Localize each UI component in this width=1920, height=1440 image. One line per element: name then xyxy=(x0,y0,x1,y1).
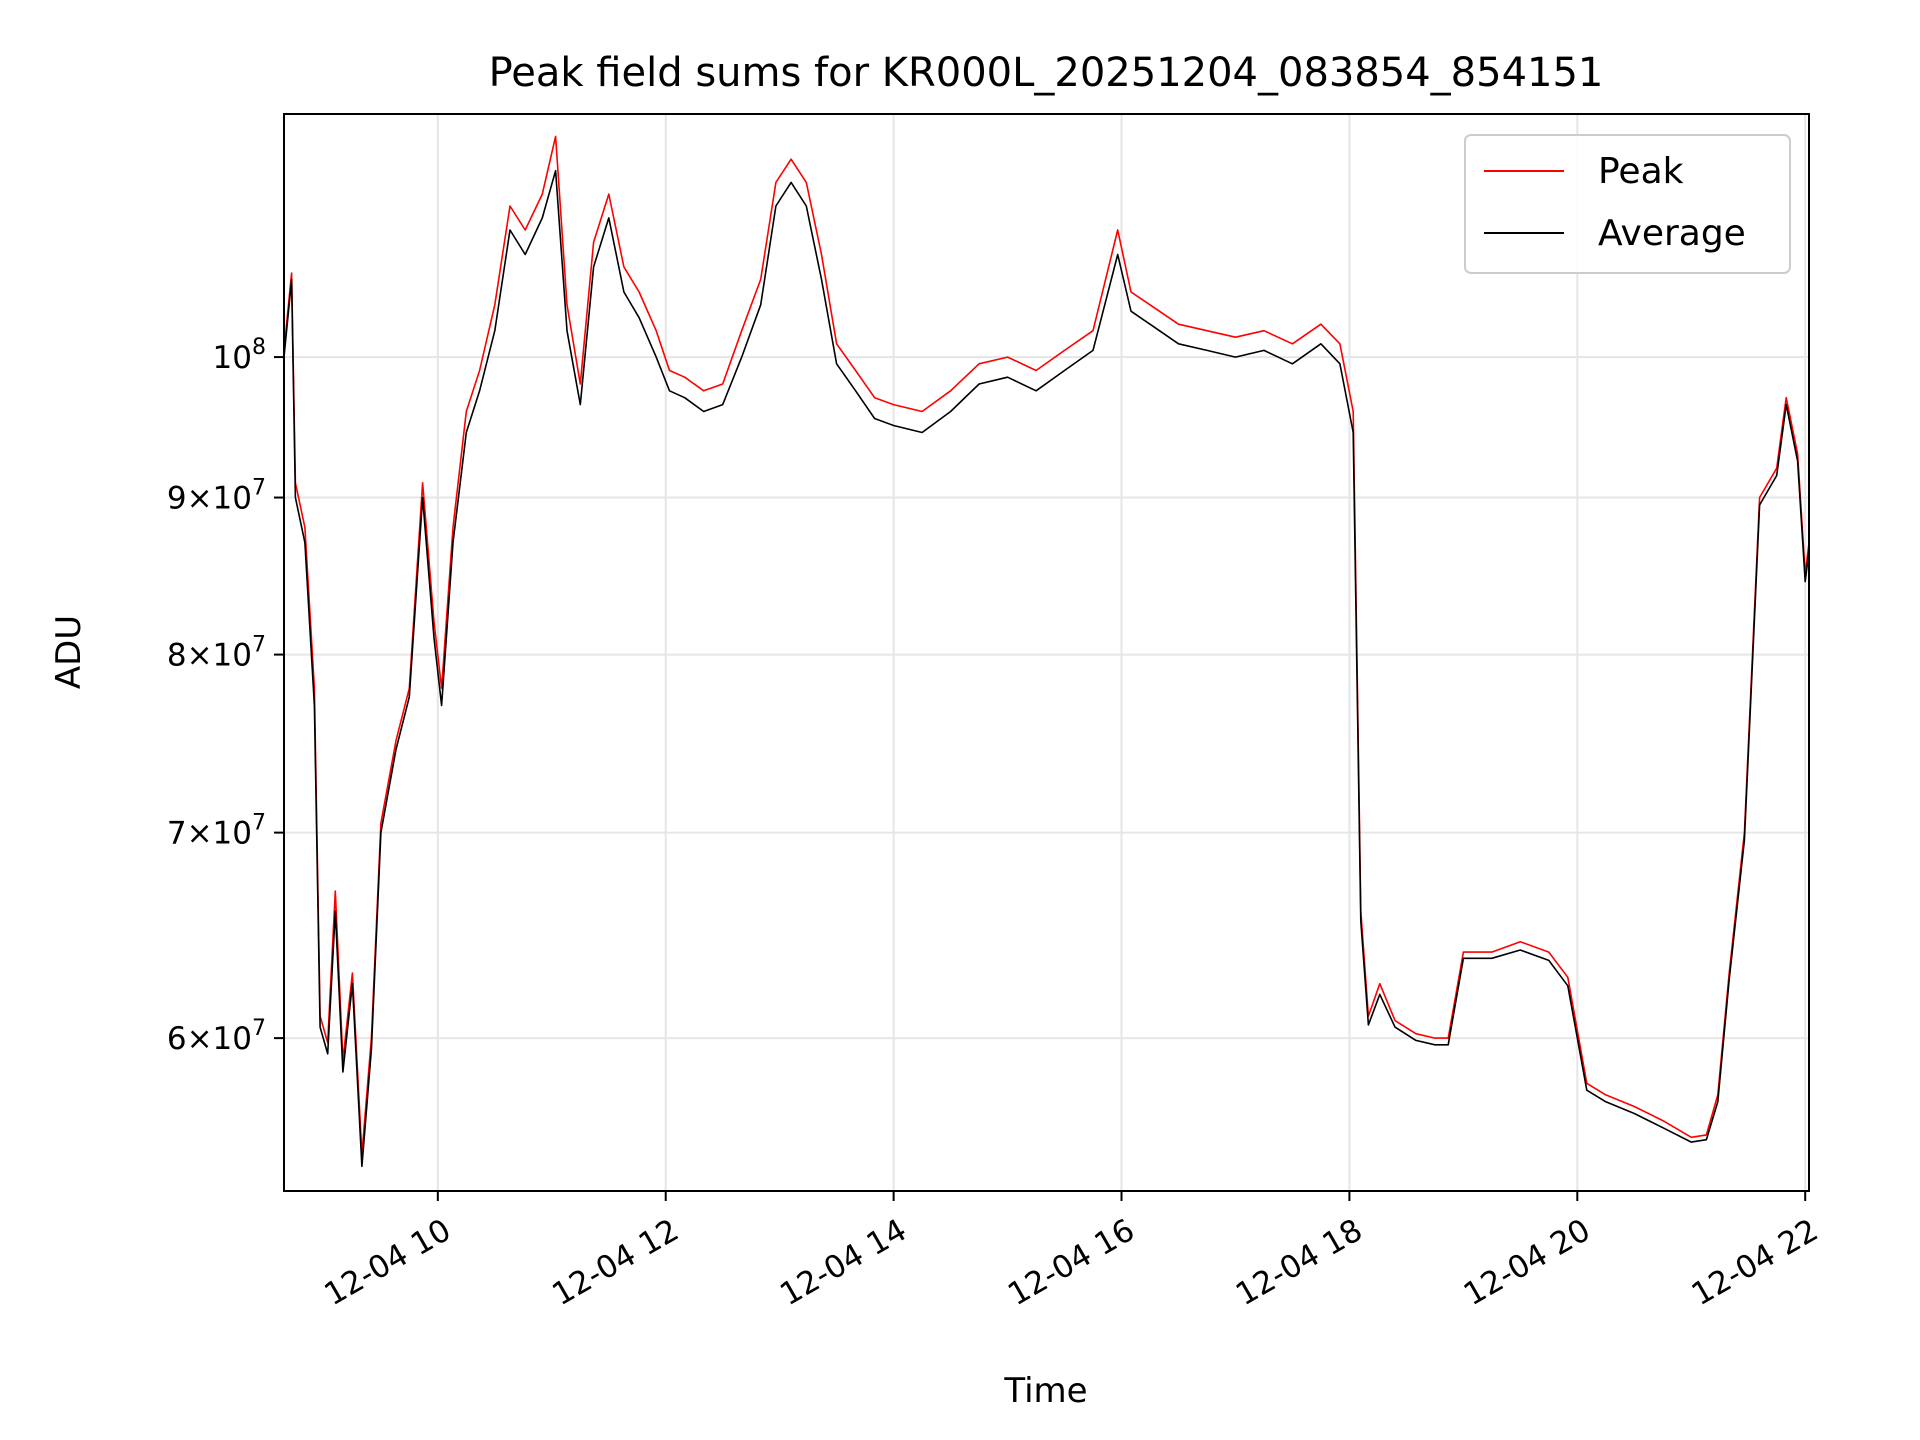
y-axis-ticks: 6×107 7×107 8×107 9×107 108 xyxy=(167,335,284,1057)
series-line-average xyxy=(283,169,1810,1168)
y-tick-label: 9×107 xyxy=(167,476,266,517)
y-tick-label: 7×107 xyxy=(167,811,266,852)
legend-box xyxy=(1464,134,1791,274)
series-line-peak xyxy=(283,135,1810,1155)
y-tick-label: 108 xyxy=(213,335,266,376)
y-axis-label: ADU xyxy=(49,615,89,689)
plot-frame xyxy=(283,113,1810,1192)
y-tick-label: 6×107 xyxy=(167,1016,266,1057)
x-axis-label: Time xyxy=(1003,1371,1087,1411)
series-layer xyxy=(283,135,1810,1168)
grid-lines xyxy=(284,114,1809,1191)
legend-label-average: Average xyxy=(1598,213,1746,254)
legend: Peak Average xyxy=(1464,134,1791,274)
chart-title: Peak field sums for KR000L_20251204_0838… xyxy=(489,50,1604,96)
y-tick-label: 8×107 xyxy=(167,633,266,674)
legend-label-peak: Peak xyxy=(1598,151,1684,192)
